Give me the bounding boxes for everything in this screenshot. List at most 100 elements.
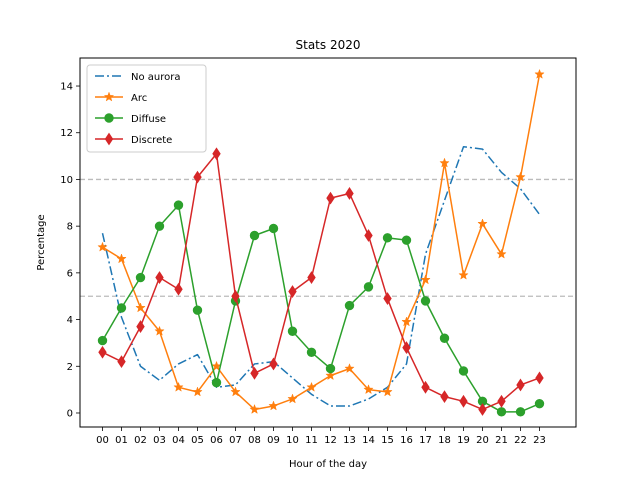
- data-point: [344, 300, 355, 311]
- series-line: [101, 146, 541, 407]
- legend-entry: Arc: [95, 91, 147, 104]
- data-point: [306, 381, 317, 392]
- chart-title: Stats 2020: [296, 38, 361, 52]
- x-tick-label: 05: [191, 435, 204, 446]
- legend-marker: [104, 113, 114, 123]
- data-point: [496, 407, 507, 417]
- x-tick-label: 17: [419, 435, 432, 446]
- legend-label: Discrete: [131, 135, 172, 146]
- y-axis-label: Percentage: [36, 214, 47, 270]
- x-tick-label: 04: [172, 435, 185, 446]
- legend-label: Diffuse: [131, 114, 166, 125]
- y-tick-label: 12: [60, 128, 73, 139]
- x-tick-label: 08: [248, 435, 261, 446]
- data-point: [135, 302, 146, 313]
- data-point: [116, 253, 127, 264]
- series-diffuse: [97, 200, 545, 417]
- data-point: [117, 355, 126, 369]
- series-arc: [97, 68, 545, 414]
- data-point: [401, 235, 412, 245]
- data-point: [268, 223, 279, 234]
- data-point: [230, 386, 241, 397]
- x-tick-label: 11: [305, 435, 318, 446]
- data-point: [116, 303, 127, 313]
- data-point: [363, 282, 374, 292]
- x-tick-label: 13: [343, 435, 356, 446]
- data-point: [326, 191, 335, 205]
- data-point: [249, 403, 260, 414]
- data-point: [420, 274, 431, 285]
- data-point: [173, 381, 184, 392]
- data-point: [325, 363, 336, 374]
- data-point: [515, 171, 526, 182]
- x-tick-label: 19: [457, 435, 470, 446]
- data-point: [135, 272, 146, 283]
- data-point: [268, 400, 279, 411]
- y-tick-label: 10: [60, 175, 73, 186]
- data-point: [250, 366, 259, 380]
- data-point: [174, 282, 183, 296]
- reference-lines: [80, 178, 576, 297]
- data-point: [440, 390, 449, 404]
- y-tick-label: 14: [60, 82, 73, 93]
- data-point: [269, 357, 278, 371]
- data-point: [515, 407, 526, 417]
- series-no-aurora: [101, 146, 541, 407]
- legend-marker: [104, 132, 114, 146]
- series-line: [102, 153, 540, 411]
- x-tick-label: 23: [533, 435, 546, 446]
- data-point: [458, 269, 469, 280]
- data-point: [192, 386, 203, 397]
- y-tick-label: 8: [67, 222, 73, 233]
- data-point: [497, 394, 506, 408]
- data-point: [288, 285, 297, 298]
- data-point: [325, 370, 336, 381]
- data-point: [382, 386, 393, 397]
- legend-marker: [103, 91, 115, 102]
- x-axis: 00 01 02 03 04 05 06 07 08 09 10 11 12 13 14 15 16 17 18 19…: [96, 427, 546, 446]
- x-tick-label: 12: [324, 435, 337, 446]
- plot-frame: [79, 57, 577, 428]
- data-point: [154, 221, 165, 231]
- data-point: [535, 371, 544, 385]
- data-point: [439, 333, 450, 343]
- x-tick-label: 18: [438, 435, 451, 446]
- x-axis-label: Hour of the day: [289, 459, 367, 470]
- data-point: [306, 347, 317, 357]
- x-tick-label: 22: [514, 435, 527, 446]
- data-point: [97, 241, 108, 252]
- data-point: [173, 200, 184, 210]
- data-point: [155, 271, 164, 284]
- y-tick-label: 2: [67, 362, 73, 373]
- x-tick-label: 14: [362, 435, 375, 446]
- x-tick-label: 15: [381, 435, 394, 446]
- data-point: [154, 325, 165, 336]
- y-tick-label: 0: [67, 408, 73, 419]
- y-axis: 0 2 4 6 8 10 12 14: [60, 82, 80, 419]
- x-tick-label: 06: [210, 435, 223, 446]
- data-point: [439, 157, 450, 168]
- data-point: [402, 341, 411, 355]
- data-point: [249, 230, 260, 241]
- data-point: [421, 380, 430, 394]
- data-point: [477, 218, 488, 229]
- data-point: [287, 326, 298, 336]
- data-point: [364, 229, 373, 242]
- data-point: [420, 296, 431, 306]
- data-point: [98, 345, 107, 359]
- data-point: [534, 398, 545, 409]
- data-point: [287, 393, 298, 404]
- x-tick-label: 02: [134, 435, 147, 446]
- y-tick-label: 4: [67, 315, 73, 326]
- legend-label: No aurora: [131, 72, 181, 83]
- data-point: [383, 292, 392, 305]
- legend-label: Arc: [131, 93, 147, 104]
- data-point: [345, 187, 354, 200]
- series-line: [102, 74, 541, 411]
- data-point: [212, 147, 221, 161]
- x-tick-label: 00: [96, 435, 109, 446]
- data-point: [231, 289, 240, 303]
- data-point: [193, 170, 202, 184]
- data-point: [307, 271, 316, 284]
- series-discrete: [98, 147, 544, 416]
